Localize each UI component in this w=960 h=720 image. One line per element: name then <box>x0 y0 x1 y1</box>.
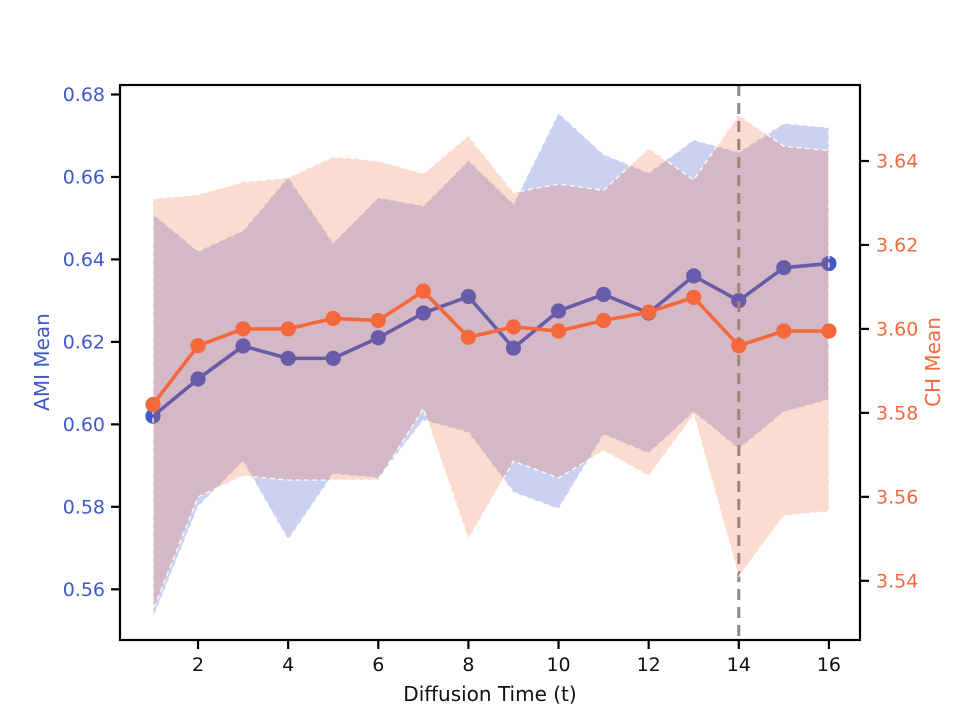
ami-marker <box>280 350 296 366</box>
y-axis-label-left: AMI Mean <box>30 313 54 411</box>
x-tick-label: 4 <box>282 654 294 676</box>
ami-marker <box>686 268 702 284</box>
x-tick-label: 10 <box>546 654 570 676</box>
y-tick-label-left: 0.62 <box>63 331 105 353</box>
ch-marker <box>235 321 251 337</box>
ch-marker <box>821 323 837 339</box>
x-axis-label: Diffusion Time (t) <box>403 682 577 706</box>
ami-band <box>152 112 830 619</box>
ch-marker <box>190 338 206 354</box>
ch-marker <box>731 338 747 354</box>
x-tick-label: 6 <box>372 654 384 676</box>
ami-marker <box>460 288 477 305</box>
y-tick-label-left: 0.64 <box>63 249 105 271</box>
x-tick-label: 2 <box>192 654 204 676</box>
y-tick-label-left: 0.66 <box>63 166 105 188</box>
y-tick-label-right: 3.60 <box>876 318 918 340</box>
x-tick-label: 8 <box>462 654 474 676</box>
y-tick-label-right: 3.62 <box>876 234 918 256</box>
ami-marker <box>190 371 206 387</box>
ami-line <box>151 261 830 418</box>
ch-line <box>151 289 829 406</box>
ch-marker <box>460 329 477 345</box>
x-tick-label: 16 <box>817 654 841 676</box>
ch-marker <box>596 312 612 329</box>
y-tick-label-right: 3.64 <box>876 150 918 172</box>
y-tick-label-left: 0.56 <box>63 579 105 601</box>
ch-band <box>152 114 830 611</box>
y-tick-label-right: 3.56 <box>876 486 918 508</box>
ami-marker <box>370 330 386 346</box>
ami-marker <box>325 350 341 366</box>
ami-marker <box>415 305 431 321</box>
ami-marker <box>505 340 522 356</box>
ch-marker <box>686 289 702 306</box>
ami-marker <box>731 293 747 309</box>
ami-marker <box>550 303 567 319</box>
y-tick-label-left: 0.60 <box>63 414 105 436</box>
ch-marker <box>505 319 522 335</box>
ami-marker <box>235 338 251 354</box>
y-tick-label-right: 3.54 <box>876 570 918 592</box>
ch-marker <box>280 321 296 337</box>
y-tick-label-left: 0.68 <box>63 84 105 106</box>
ch-marker <box>776 323 792 339</box>
x-tick-label: 14 <box>727 654 751 676</box>
ch-marker <box>370 312 386 329</box>
ch-marker <box>325 310 341 327</box>
y-tick-label-right: 3.58 <box>876 402 918 424</box>
plot-border <box>118 83 862 642</box>
ch-marker <box>641 304 657 320</box>
ami-marker <box>596 286 612 303</box>
ch-marker <box>415 283 431 299</box>
ch-marker <box>550 323 567 339</box>
ch-marker <box>145 396 161 413</box>
y-tick-label-left: 0.58 <box>63 496 105 518</box>
ami-marker <box>145 408 161 424</box>
ami-marker <box>776 260 792 276</box>
y-axis-label-right: CH Mean <box>921 317 945 407</box>
x-tick-label: 12 <box>637 654 661 676</box>
